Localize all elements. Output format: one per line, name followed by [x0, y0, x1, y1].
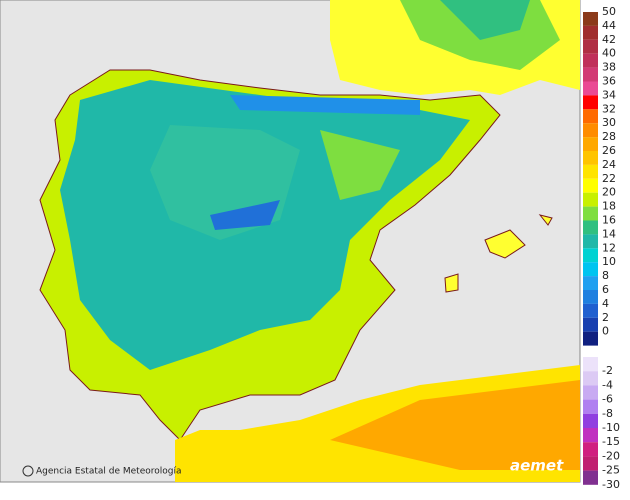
legend-swatch — [583, 137, 598, 151]
legend-label: 20 — [602, 186, 616, 199]
legend-swatch — [583, 234, 598, 249]
ibiza — [444, 273, 459, 293]
legend-swatch — [583, 39, 598, 54]
legend-label: -25 — [602, 464, 620, 477]
legend-swatch — [583, 164, 598, 179]
legend-swatch — [583, 385, 598, 400]
legend-swatch — [583, 317, 598, 332]
legend-label: 2 — [602, 311, 609, 324]
legend-label: 16 — [602, 214, 616, 227]
legend-swatch — [583, 248, 598, 263]
legend-label: -30 — [602, 478, 620, 491]
sierra — [210, 200, 280, 230]
legend-label: 50 — [602, 5, 616, 18]
legend-label: -15 — [602, 435, 620, 448]
legend-label: 24 — [602, 158, 616, 171]
legend-label: 10 — [602, 255, 616, 268]
legend-label: -6 — [602, 393, 613, 406]
legend-swatch — [583, 276, 598, 290]
legend-label: 26 — [602, 144, 616, 157]
legend-label: 30 — [602, 116, 616, 129]
legend-swatch — [583, 371, 598, 386]
legend-label: 0 — [602, 325, 609, 338]
ebro — [320, 130, 400, 200]
legend-label: 38 — [602, 61, 616, 74]
pyrenees — [230, 95, 420, 115]
legend-swatch — [583, 178, 598, 193]
legend-swatch — [583, 53, 598, 68]
legend-label: -10 — [602, 421, 620, 434]
legend-swatch — [583, 220, 598, 235]
credit-icon — [22, 465, 34, 477]
legend-label: 32 — [602, 102, 616, 115]
legend-swatch — [583, 413, 598, 428]
legend-swatch — [583, 12, 598, 26]
legend-label: 28 — [602, 130, 616, 143]
legend-swatch — [583, 206, 598, 221]
legend-label: 36 — [602, 75, 616, 88]
legend-swatch — [583, 331, 598, 346]
mallorca — [484, 229, 526, 259]
legend-label: 18 — [602, 200, 616, 213]
legend-label: 34 — [602, 88, 616, 101]
legend-swatch — [583, 67, 598, 82]
legend-swatch — [583, 151, 598, 165]
logo: aemet — [510, 457, 564, 475]
legend-swatch — [583, 123, 598, 138]
legend-label: 4 — [602, 297, 609, 310]
legend-label: 44 — [602, 19, 616, 32]
legend: 5044424038363432302826242220181614121086… — [583, 5, 620, 491]
france-teal — [440, 0, 530, 40]
legend-swatch — [583, 470, 598, 485]
legend-swatch — [583, 262, 598, 277]
legend-label: 40 — [602, 47, 616, 60]
legend-label: 14 — [602, 227, 616, 240]
legend-label: -8 — [602, 407, 613, 420]
legend-label: 12 — [602, 241, 616, 254]
legend-swatch — [583, 290, 598, 304]
legend-label: -4 — [602, 378, 613, 391]
legend-swatch — [583, 81, 598, 96]
legend-swatch — [583, 456, 598, 471]
legend-label: 42 — [602, 33, 616, 46]
legend-label: -2 — [602, 364, 613, 377]
legend-label: 6 — [602, 283, 609, 296]
africa-warm — [330, 380, 580, 470]
legend-swatch — [583, 25, 598, 40]
legend-label: 22 — [602, 172, 616, 185]
menorca — [538, 214, 553, 226]
legend-swatch — [583, 399, 598, 414]
credit: Agencia Estatal de Meteorología — [36, 467, 182, 477]
legend-swatch — [583, 109, 598, 124]
legend-swatch — [583, 428, 598, 443]
legend-label: -20 — [602, 449, 620, 462]
legend-swatch — [583, 95, 598, 110]
legend-swatch — [583, 357, 598, 372]
legend-swatch — [583, 192, 598, 207]
legend-label: 8 — [602, 269, 609, 282]
legend-swatch — [583, 442, 598, 457]
legend-swatch — [583, 303, 598, 318]
